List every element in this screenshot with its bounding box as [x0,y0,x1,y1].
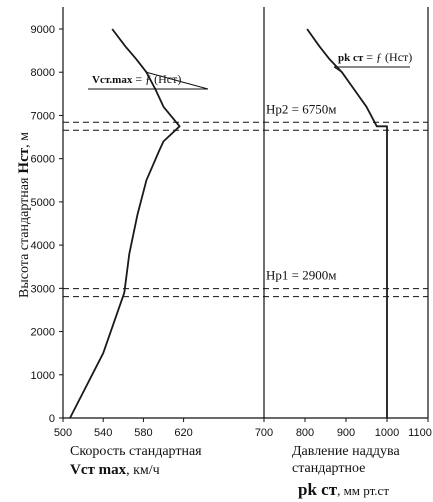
x-ticks: 500 540 580 620 700 800 900 1000 1100 [54,418,432,439]
x-tick-label: 800 [296,427,314,439]
x-tick-label: 1000 [375,427,399,439]
y-axis-title-unit: , м [17,132,32,148]
y-tick-label: 7000 [31,110,55,122]
pressure-x-title-line2: стандартное [292,461,365,476]
pressure-x-symbol: pk ст [298,480,338,499]
reference-label: Нр1 = 2900м [266,268,336,283]
y-tick-label: 6000 [31,154,55,166]
pressure-annotation-rest: = ƒ (Hст) [363,50,412,64]
pressure-x-unit: , мм рт.ст [337,483,389,498]
y-axis-title-text: Высота стандартная [17,177,32,298]
pressure-annotation-leader [333,66,343,73]
y-tick-label: 3000 [31,283,55,295]
y-axis-title-symbol: Нст [16,147,32,173]
x-tick-label: 1100 [408,427,432,439]
data-curves [69,28,388,419]
x-tick-label: 900 [337,427,355,439]
speed-x-title: Скорость стандартная [70,444,202,459]
speed-annotation-leader [146,71,209,90]
pressure-x-title-line1: Давление наддува [292,444,400,459]
y-tick-label: 4000 [31,240,55,252]
y-tick-label: 1000 [31,370,55,382]
x-tick-label: 580 [134,427,152,439]
y-axis-title: Высота стандартная Нст, м [16,132,32,298]
pressure-x-symbol-line: pk ст, мм рт.ст [298,480,389,499]
speed-x-title-symbol-line: Vст max, км/ч [70,462,160,478]
pressure-curve [306,28,388,418]
speed-x-unit: , км/ч [126,463,160,478]
speed-x-symbol: Vст max [70,462,127,478]
reference-lines: Нр1 = 2900м Нр2 = 6750м [63,101,428,298]
speed-annotation-main: Vст.max [92,74,133,86]
speed-curve [69,28,181,419]
reference-label: Нр2 = 6750м [266,101,336,116]
y-ticks: 0 1000 2000 3000 4000 5000 6000 7000 8000 9000 [31,24,63,425]
y-tick-label: 5000 [31,197,55,209]
y-tick-label: 8000 [31,67,55,79]
x-tick-label: 540 [94,427,112,439]
pressure-curve-annotation: pk ст = ƒ (Hст) [338,50,412,64]
y-tick-label: 9000 [31,24,55,36]
y-tick-label: 0 [49,413,55,425]
y-tick-label: 2000 [31,327,55,339]
x-tick-label: 620 [174,427,192,439]
speed-curve-annotation: Vст.max = ƒ (Hст) [92,72,181,86]
pressure-annotation-main: pk ст [338,52,364,64]
speed-annotation-rest: = ƒ (Hст) [132,72,181,86]
x-tick-label: 500 [54,427,72,439]
x-tick-label: 700 [255,427,273,439]
